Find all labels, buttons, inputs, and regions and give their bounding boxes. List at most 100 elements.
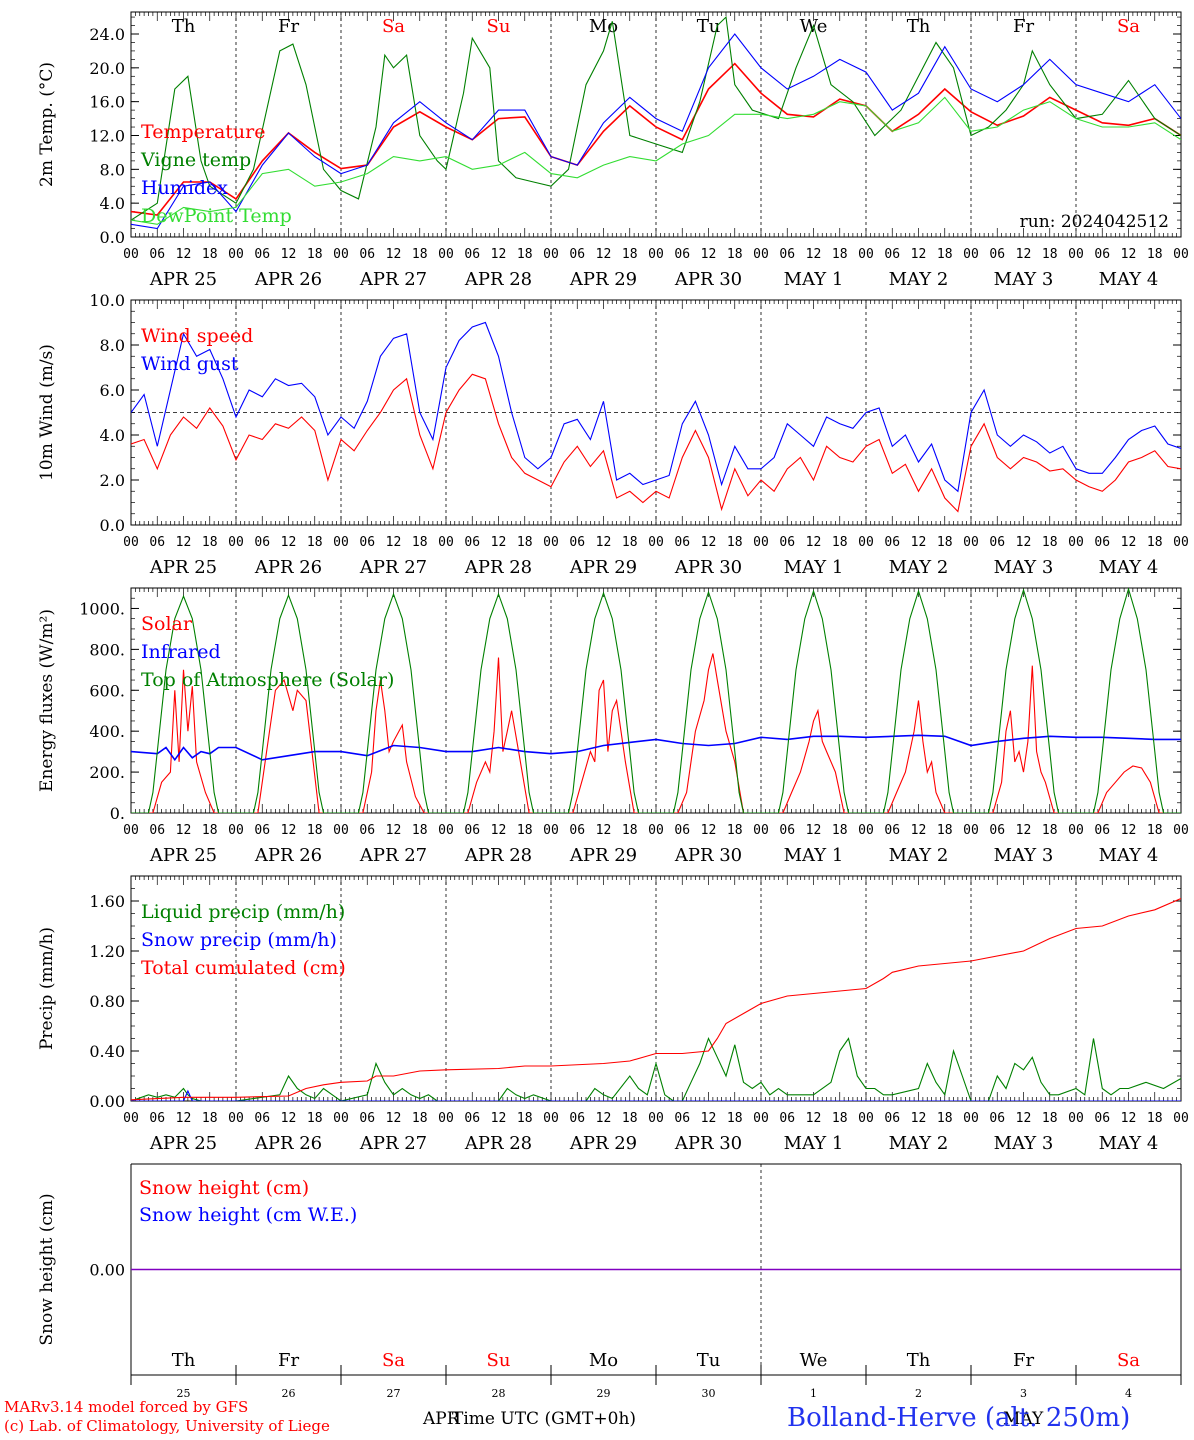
hour-label: 12	[491, 823, 507, 838]
hour-label: 18	[727, 823, 743, 838]
hour-label: 06	[989, 535, 1005, 550]
hour-label: 00	[1068, 823, 1084, 838]
y-tick-label: 20.0	[89, 59, 125, 78]
hour-label: 00	[123, 1111, 139, 1126]
hour-label: 18	[307, 535, 323, 550]
y-tick-label: 8.0	[100, 160, 125, 179]
hour-label: 18	[727, 247, 743, 262]
day-number-label: 4	[1125, 1387, 1132, 1400]
day-name-label: Sa	[1117, 16, 1140, 37]
series-snow-precip-mm-h	[131, 1089, 1181, 1101]
date-label: MAY 4	[1099, 557, 1159, 578]
y-tick-label: 1.20	[89, 942, 125, 961]
hour-label: 06	[464, 535, 480, 550]
hour-label: 00	[648, 1111, 664, 1126]
hour-label: 12	[281, 535, 297, 550]
hour-label: 00	[1173, 1111, 1189, 1126]
hour-label: 18	[517, 1111, 533, 1126]
hour-label: 06	[359, 247, 375, 262]
hour-label: 00	[858, 1111, 874, 1126]
series-total-cumulated-cm	[131, 897, 1181, 1101]
hour-label: 18	[832, 247, 848, 262]
day-name-label: Tu	[697, 1350, 721, 1371]
legend-entry: DewPoint Temp	[141, 205, 292, 227]
hour-label: 18	[937, 535, 953, 550]
series-wind-speed	[131, 373, 1181, 513]
date-label: MAY 3	[994, 1133, 1054, 1154]
date-label: APR 30	[674, 1133, 742, 1154]
model-credit-line1: MARv3.14 model forced by GFS	[4, 1398, 248, 1416]
hour-label: 06	[674, 247, 690, 262]
date-label: MAY 4	[1099, 269, 1159, 290]
day-name-label: Su	[487, 16, 511, 37]
hour-label: 12	[386, 1111, 402, 1126]
hour-label: 06	[1094, 535, 1110, 550]
hour-label: 18	[832, 535, 848, 550]
hour-label: 18	[412, 247, 428, 262]
date-label: APR 26	[254, 845, 322, 866]
date-label: APR 29	[569, 557, 637, 578]
y-tick-label: 0.80	[89, 992, 125, 1011]
legend-entry: Snow height (cm W.E.)	[139, 1204, 357, 1226]
legend-entry: Liquid precip (mm/h)	[141, 901, 345, 923]
hour-label: 12	[701, 535, 717, 550]
y-tick-label: 0.	[110, 804, 125, 823]
hour-label: 12	[701, 1111, 717, 1126]
hour-label: 00	[1068, 247, 1084, 262]
date-label: MAY 3	[994, 269, 1054, 290]
hour-label: 12	[281, 823, 297, 838]
hour-label: 18	[1042, 823, 1058, 838]
hour-label: 12	[701, 247, 717, 262]
hour-label: 12	[911, 1111, 927, 1126]
hour-label: 18	[202, 535, 218, 550]
date-label: MAY 4	[1099, 1133, 1159, 1154]
y-tick-label: 2.0	[100, 471, 125, 490]
hour-label: 00	[333, 247, 349, 262]
y-tick-label: 0.0	[100, 516, 125, 535]
hour-label: 00	[1068, 1111, 1084, 1126]
hour-label: 00	[543, 1111, 559, 1126]
hour-label: 06	[254, 1111, 270, 1126]
hour-label: 06	[254, 247, 270, 262]
panel-5: 0.00 Snow height (cm) Th 25 Fr 26 Sa 27 Su 28 Mo 29…	[37, 1163, 1182, 1400]
y-axis-label: Precip (mm/h)	[37, 927, 57, 1050]
y-axis-label: 2m Temp. (°C)	[37, 62, 57, 187]
hour-label: 18	[622, 247, 638, 262]
hour-label: 00	[438, 1111, 454, 1126]
hour-label: 12	[386, 535, 402, 550]
date-label: APR 29	[569, 269, 637, 290]
legend-entry: Total cumulated (cm)	[141, 957, 346, 979]
hour-label: 00	[1173, 535, 1189, 550]
date-label: APR 28	[464, 845, 532, 866]
date-label: APR 29	[569, 845, 637, 866]
series-vigne-temp	[131, 15, 1181, 221]
day-name-label: Fr	[278, 1350, 299, 1371]
hour-label: 00	[963, 247, 979, 262]
hour-label: 06	[464, 247, 480, 262]
y-tick-label: 0.0	[100, 228, 125, 247]
hour-label: 18	[412, 823, 428, 838]
plot-frame	[130, 587, 1182, 814]
hour-label: 18	[202, 823, 218, 838]
hour-label: 00	[543, 535, 559, 550]
y-tick-label: 6.0	[100, 381, 125, 400]
hour-label: 06	[254, 535, 270, 550]
y-tick-label: 400.	[89, 722, 125, 741]
hour-label: 12	[596, 1111, 612, 1126]
hour-label: 00	[963, 823, 979, 838]
hour-label: 12	[491, 535, 507, 550]
hour-label: 00	[858, 247, 874, 262]
hour-label: 06	[779, 823, 795, 838]
hour-label: 18	[412, 535, 428, 550]
hour-label: 12	[806, 535, 822, 550]
date-label: APR 28	[464, 269, 532, 290]
hour-label: 12	[1121, 535, 1137, 550]
hour-label: 00	[1173, 247, 1189, 262]
hour-label: 12	[806, 823, 822, 838]
date-label: APR 27	[359, 557, 427, 578]
date-label: MAY 3	[994, 845, 1054, 866]
hour-label: 18	[832, 1111, 848, 1126]
hour-label: 06	[254, 823, 270, 838]
hour-label: 12	[176, 1111, 192, 1126]
hour-label: 00	[1068, 535, 1084, 550]
